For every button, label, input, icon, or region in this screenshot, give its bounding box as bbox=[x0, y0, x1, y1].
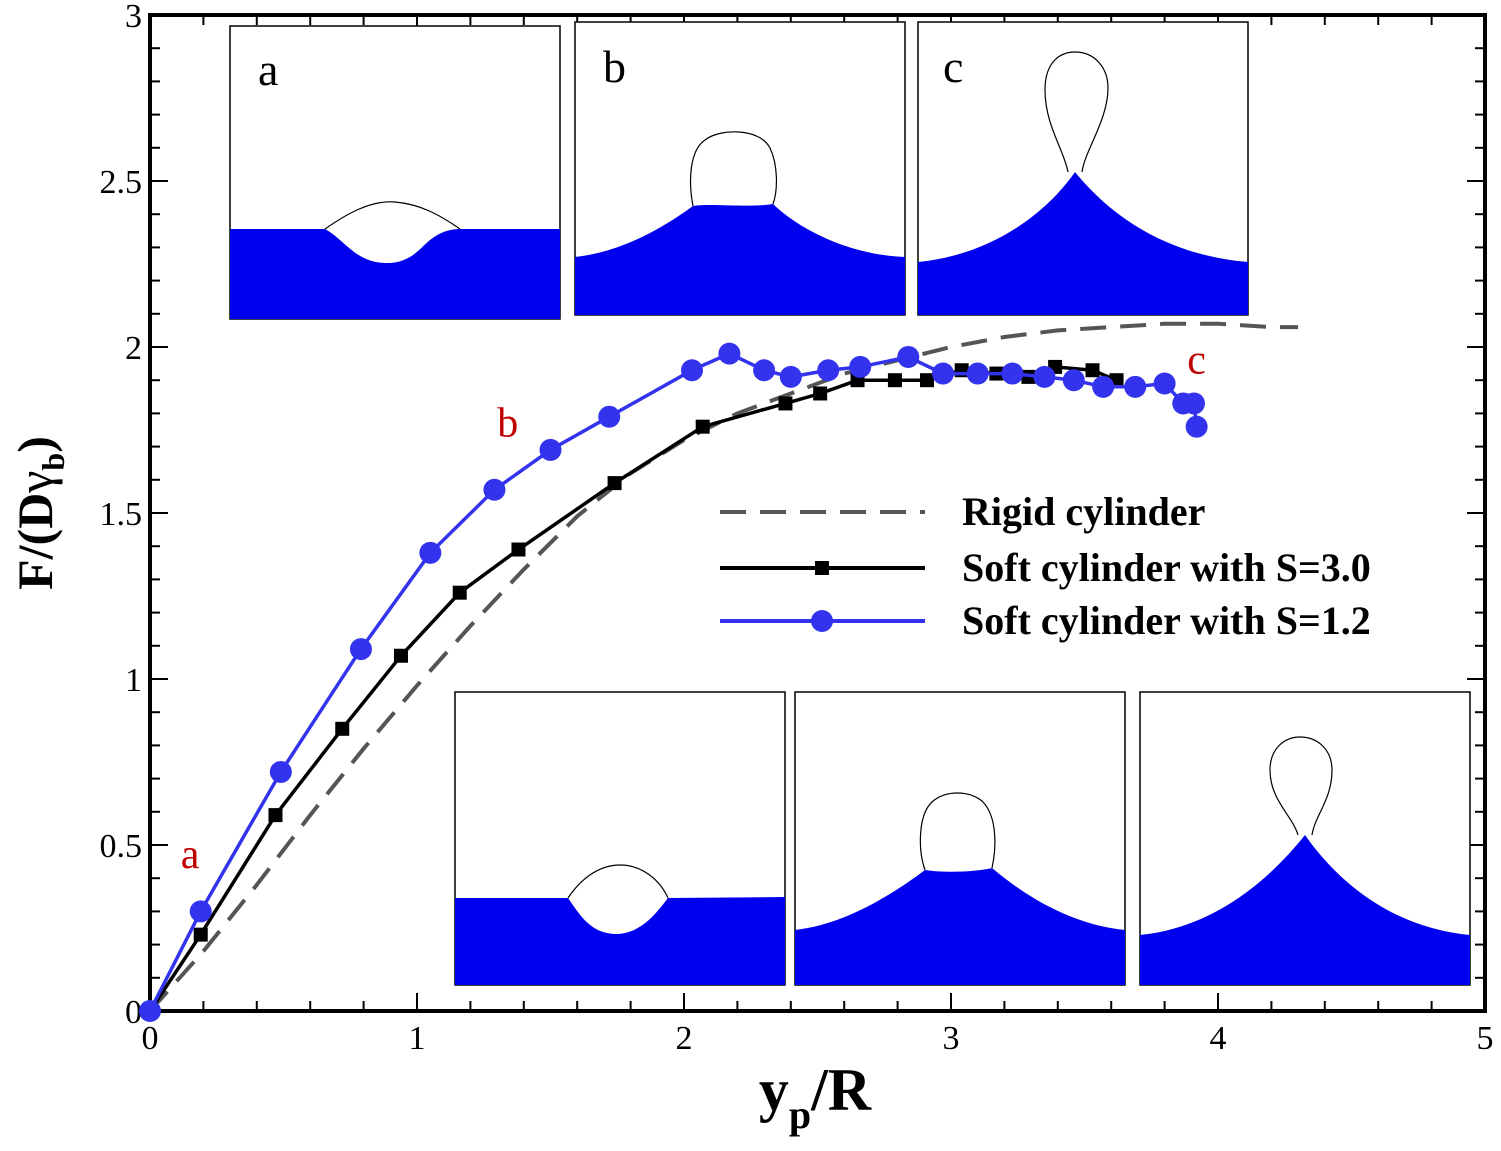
marker-circle bbox=[269, 760, 292, 783]
marker-circle bbox=[189, 900, 212, 923]
marker-circle bbox=[931, 362, 954, 385]
marker-circle bbox=[1182, 392, 1205, 415]
x-tick-label: 4 bbox=[1210, 1020, 1227, 1057]
legend-s3-label: Soft cylinder with S=3.0 bbox=[962, 545, 1371, 590]
y-tick-label: 3 bbox=[125, 0, 142, 35]
marker-square bbox=[778, 396, 793, 411]
y-axis-title: F/(Dγb) bbox=[7, 436, 71, 590]
marker-square bbox=[813, 386, 828, 401]
marker-square bbox=[335, 721, 350, 736]
inset-bottom-1 bbox=[454, 691, 786, 986]
legend-s3-marker bbox=[815, 561, 829, 575]
y-tick-label: 2.5 bbox=[100, 164, 143, 201]
annotation-b: b bbox=[497, 401, 518, 447]
annotations: a b c bbox=[181, 338, 1206, 879]
inset-bottom-2 bbox=[794, 691, 1126, 986]
legend: Rigid cylinder Soft cylinder with S=3.0 … bbox=[720, 489, 1371, 643]
inset-bottom-3 bbox=[1139, 691, 1471, 986]
x-axis-title: yp/R bbox=[759, 1057, 872, 1137]
marker-circle bbox=[1124, 375, 1147, 398]
marker-circle bbox=[1153, 372, 1176, 395]
annotation-c: c bbox=[1187, 338, 1206, 384]
marker-square bbox=[607, 476, 622, 491]
marker-circle bbox=[779, 365, 802, 388]
marker-circle bbox=[1033, 365, 1056, 388]
marker-square bbox=[1085, 363, 1100, 378]
marker-circle bbox=[681, 359, 704, 382]
marker-circle bbox=[349, 638, 372, 661]
inset-top-a: a bbox=[229, 25, 561, 320]
inset-top-c-label: c bbox=[943, 41, 963, 92]
marker-circle bbox=[817, 359, 840, 382]
x-tick-label: 1 bbox=[409, 1020, 426, 1057]
y-tick-label: 0 bbox=[125, 994, 142, 1031]
series-line-0 bbox=[148, 321, 1299, 1013]
marker-square bbox=[452, 585, 467, 600]
marker-circle bbox=[598, 405, 621, 428]
legend-rigid-label: Rigid cylinder bbox=[962, 489, 1205, 534]
x-tick-label: 3 bbox=[943, 1020, 960, 1057]
marker-circle bbox=[1092, 375, 1115, 398]
inset-top-b: b bbox=[574, 21, 906, 316]
marker-circle bbox=[966, 362, 989, 385]
marker-square bbox=[268, 808, 283, 823]
marker-circle bbox=[849, 355, 872, 378]
marker-circle bbox=[1062, 369, 1085, 392]
marker-circle bbox=[897, 345, 920, 368]
inset-top-c: c bbox=[917, 21, 1249, 316]
x-tick-label: 5 bbox=[1477, 1020, 1494, 1057]
marker-square bbox=[511, 542, 526, 557]
y-tick-label: 0.5 bbox=[100, 828, 143, 865]
marker-square bbox=[393, 648, 408, 663]
legend-s12-label: Soft cylinder with S=1.2 bbox=[962, 598, 1371, 643]
x-tick-label: 2 bbox=[676, 1020, 693, 1057]
marker-circle bbox=[419, 541, 442, 564]
inset-top-b-label: b bbox=[603, 41, 626, 92]
marker-circle bbox=[753, 359, 776, 382]
y-tick-label: 1.5 bbox=[100, 496, 143, 533]
marker-circle bbox=[718, 342, 741, 365]
series-layer bbox=[139, 321, 1299, 1022]
y-tick-label: 2 bbox=[125, 330, 142, 367]
marker-square bbox=[887, 373, 902, 388]
legend-s12-marker bbox=[811, 610, 833, 632]
marker-circle bbox=[539, 438, 562, 461]
inset-top-a-label: a bbox=[258, 44, 278, 95]
marker-circle bbox=[1185, 415, 1208, 438]
y-tick-label: 1 bbox=[125, 662, 142, 699]
axis-tick-labels: 0 1 2 3 4 5 0 0.5 1 1.5 2 2.5 3 bbox=[100, 0, 1494, 1057]
marker-square bbox=[193, 927, 208, 942]
marker-circle bbox=[1001, 362, 1024, 385]
marker-circle bbox=[139, 1000, 161, 1022]
x-tick-label: 0 bbox=[142, 1020, 159, 1057]
marker-square bbox=[695, 419, 710, 434]
marker-square bbox=[919, 373, 934, 388]
annotation-a: a bbox=[181, 832, 200, 878]
marker-circle bbox=[483, 478, 506, 501]
